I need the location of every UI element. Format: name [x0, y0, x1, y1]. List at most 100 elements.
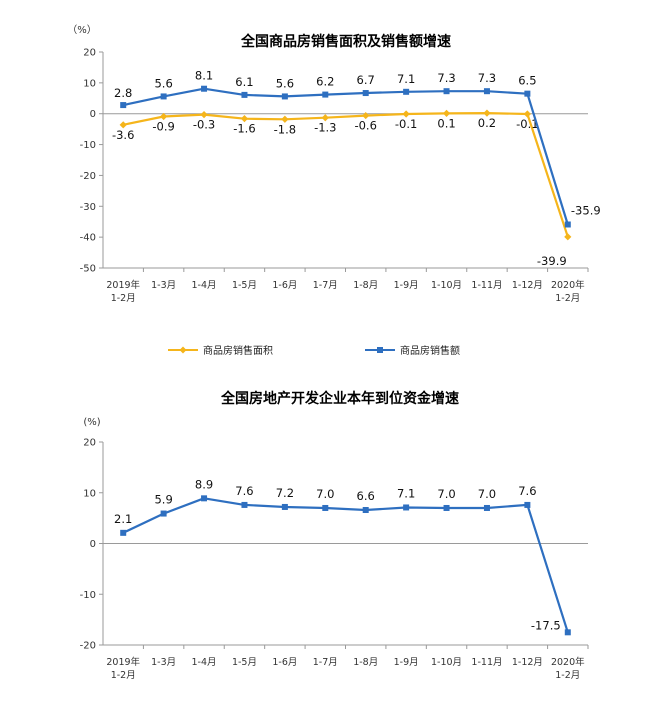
chart2-series-1-data-label: 7.0 [437, 487, 455, 501]
chart1-series-1-data-label: -0.3 [193, 118, 215, 132]
chart1-series-1-point [240, 115, 249, 123]
chart1-xtick-label: 2019年 [106, 279, 140, 291]
chart2-series-1-point [443, 504, 450, 511]
chart2-series-1-data-label: 7.0 [478, 487, 496, 501]
chart1-xtick-label: 1-9月 [394, 280, 419, 291]
chart2-ytick-label: 20 [83, 438, 96, 449]
chart2-series-1-data-label: 7.1 [397, 486, 415, 500]
chart1-series-1-line [122, 111, 569, 238]
chart1-series-1-data-label: -1.3 [314, 121, 336, 135]
chart1-xtick-label: 1-8月 [353, 280, 378, 291]
chart1-series-1-point [119, 121, 127, 129]
chart1-series-2-data-label: 7.3 [478, 71, 496, 85]
chart2-xtick-label: 1-2月 [555, 670, 580, 681]
chart1-xtick-label: 1-12月 [512, 280, 543, 291]
chart1-series-2-point [281, 93, 288, 100]
chart1-series-2-data-label: 7.1 [397, 72, 415, 86]
chart1-series-2-point [403, 88, 410, 95]
chart2-ytick-label: -20 [80, 641, 96, 652]
legend-label: 商品房销售面积 [203, 344, 273, 357]
chart2-series-1-data-label: 5.9 [154, 493, 172, 507]
chart2-series-1-point [241, 501, 248, 508]
chart1-series-1-point [442, 109, 451, 118]
chart1-series-2-data-label: 2.8 [114, 86, 132, 100]
legend-label: 商品房销售额 [400, 344, 460, 357]
chart1-xtick-label: 1-4月 [192, 280, 217, 291]
chart1-series-2-point [483, 88, 490, 95]
chart2-xtick-label: 1-3月 [151, 657, 176, 668]
chart2-xtick-label: 1-4月 [192, 657, 217, 668]
chart2-series-1-point [403, 504, 410, 511]
chart2-series-1-point [322, 504, 329, 511]
chart1-xtick-label: 1-5月 [232, 280, 257, 291]
chart1-series-2-data-label: 6.1 [235, 75, 253, 89]
chart1-series-1-data-label: 0.1 [437, 116, 455, 130]
chart1-series-2-point [160, 93, 167, 100]
chart1-xtick-label: 1-3月 [151, 280, 176, 291]
chart1-series-1-point [281, 115, 289, 123]
chart2-series-1-data-label: 7.0 [316, 487, 334, 501]
chart1-series-2-data-label: 5.6 [154, 76, 172, 90]
chart2-xtick-label: 1-6月 [272, 657, 297, 668]
chart2-series-1-point [564, 629, 571, 636]
chart1-xtick-label: 1-11月 [471, 280, 502, 291]
chart1-xtick-label: 1-7月 [313, 280, 338, 291]
chart1-series-1-point [362, 111, 370, 120]
chart1-xtick-label: 1-6月 [272, 280, 297, 291]
chart2-series-1-data-label: -17.5 [531, 618, 561, 632]
chart1-series-1-data-label: 0.2 [478, 116, 496, 130]
chart2-series-1-line [122, 497, 569, 633]
chart2-xtick-label: 1-9月 [394, 657, 419, 668]
chart2-series-1-data-label: 7.6 [518, 484, 536, 498]
chart1-series-2-data-label: 6.2 [316, 75, 334, 89]
chart2-series-1-point [160, 510, 167, 517]
chart1-ytick-label: -50 [80, 264, 96, 275]
chart1-ytick-label: 0 [90, 109, 96, 120]
chart1-series-1-data-label: -0.1 [395, 117, 417, 131]
chart2-xtick-label: 1-10月 [431, 657, 462, 668]
chart1-series-2-data-label: 8.1 [195, 69, 213, 83]
chart1-series-1-point [564, 233, 572, 241]
chart2-series-1-point [524, 501, 531, 508]
chart1-unit-label: （%） [67, 24, 97, 36]
chart1-series-1-point [200, 111, 208, 119]
chart2-xtick-label: 2019年 [106, 656, 140, 668]
chart2-series-1-data-label: 8.9 [195, 477, 213, 491]
chart1-xtick-label: 1-2月 [111, 293, 136, 304]
chart1-series-2-data-label: 5.6 [276, 76, 294, 90]
chart1-series-1-data-label: -3.6 [112, 128, 134, 142]
chart1-ytick-label: 20 [83, 48, 96, 59]
chart1-series-2-point [241, 91, 248, 98]
chart1-series-1-point [321, 114, 329, 122]
chart2-xtick-label: 1-12月 [512, 657, 543, 668]
chart1-series-2-point [524, 90, 531, 97]
chart1-ytick-label: -10 [80, 140, 96, 151]
chart1-series-1-data-label: -1.6 [233, 122, 255, 136]
chart1-xtick-label: 1-2月 [555, 293, 580, 304]
legend-swatch-marker [179, 346, 187, 354]
chart1-series-1-data-label: -1.8 [274, 122, 296, 136]
chart2-ytick-label: 0 [90, 539, 96, 550]
chart1-series-2-data-label: -35.9 [571, 203, 601, 217]
chart1-series-2-data-label: 7.3 [437, 71, 455, 85]
chart1-series-2-point [201, 85, 208, 92]
chart1-ytick-label: -30 [80, 202, 96, 213]
chart1-series-2-line [122, 87, 569, 225]
chart1-xtick-label: 1-10月 [431, 280, 462, 291]
chart2-series-1-point [281, 503, 288, 510]
chart1-series-2-point [362, 90, 369, 97]
chart2-xtick-label: 1-11月 [471, 657, 502, 668]
chart1-series-2-point [120, 102, 127, 109]
chart1-series-1-point [402, 110, 410, 118]
chart2-title: 全国房地产开发企业本年到位资金增速 [220, 390, 459, 407]
chart1-series-2-point [443, 88, 450, 95]
chart2-series-1-point [483, 504, 490, 511]
chart2-xtick-label: 1-2月 [111, 670, 136, 681]
chart1-xtick-label: 2020年 [551, 279, 585, 291]
chart2-series-1-data-label: 6.6 [357, 489, 375, 503]
chart1-title: 全国商品房销售面积及销售额增速 [240, 33, 451, 50]
chart2-series-1-data-label: 2.1 [114, 512, 132, 526]
legend-swatch-marker [377, 347, 383, 353]
chart2-series-1-data-label: 7.2 [276, 486, 294, 500]
